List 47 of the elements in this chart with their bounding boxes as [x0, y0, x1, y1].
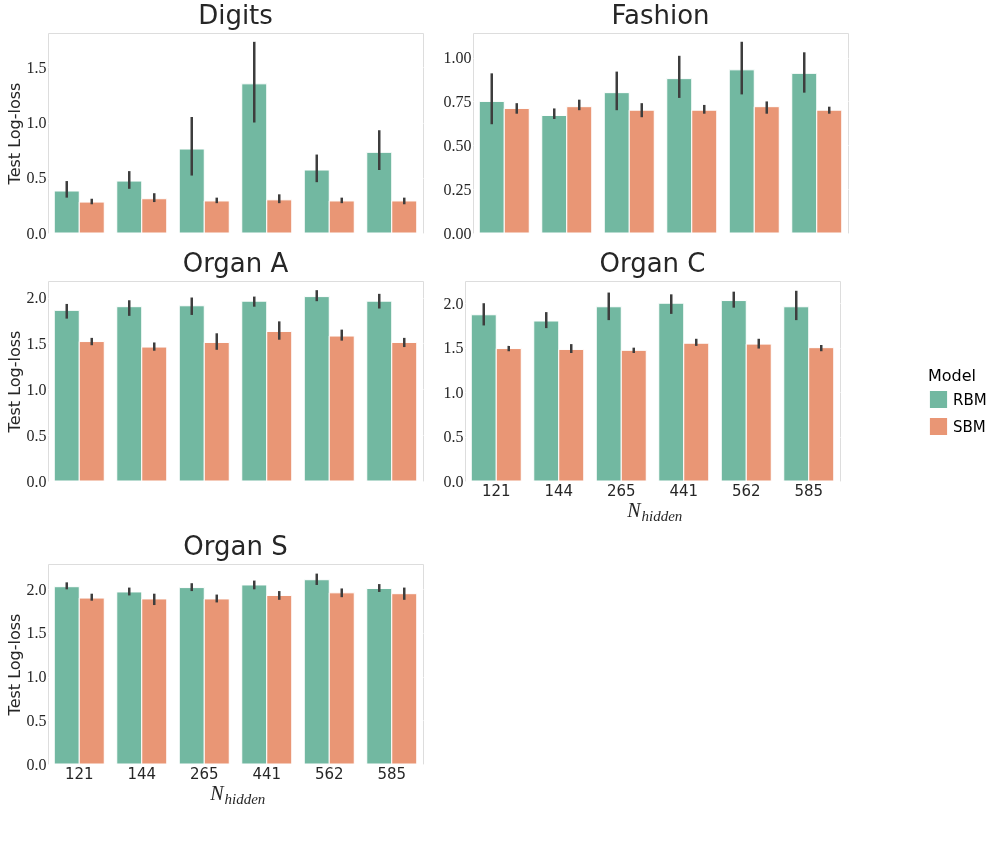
y-tick-label: 0.75 — [443, 92, 472, 110]
x-tick-label: 441 — [252, 764, 282, 783]
legend-label: RBM — [953, 390, 987, 409]
y-tick-label: 1.0 — [26, 114, 47, 131]
y-tick-label: 1.0 — [443, 383, 464, 401]
y-axis-title: Test Log-loss — [4, 82, 24, 186]
y-tick-label: 0.00 — [443, 224, 472, 242]
x-tick-label: 121 — [481, 481, 511, 500]
y-tick-label: 0.5 — [443, 428, 464, 446]
y-tick-label: 0.5 — [26, 711, 47, 729]
chart-title: Digits — [198, 0, 273, 30]
x-tick-label: 144 — [544, 481, 574, 500]
chart-title: Organ A — [182, 248, 289, 278]
chart-title: Organ S — [183, 531, 288, 561]
x-tick-label: 121 — [64, 764, 94, 783]
y-tick-label: 1.5 — [26, 334, 47, 352]
y-tick-label: 1.0 — [26, 380, 47, 398]
y-tick-label: 0.5 — [26, 169, 47, 187]
chart-title: Organ C — [599, 248, 706, 278]
y-tick-label: 0.25 — [443, 180, 472, 198]
legend-label: SBM — [953, 417, 986, 436]
x-tick-label: 265 — [189, 764, 219, 783]
x-tick-label: 562 — [731, 481, 761, 500]
y-tick-label: 0.0 — [26, 472, 47, 490]
y-tick-label: 0.5 — [26, 426, 47, 444]
y-axis-title: Test Log-loss — [4, 330, 24, 434]
y-tick-label: 1.5 — [26, 624, 47, 642]
y-tick-label: 1.0 — [26, 668, 47, 686]
x-tick-label: 585 — [377, 764, 407, 783]
y-tick-label: 1.5 — [26, 58, 47, 76]
x-tick-label: 265 — [606, 481, 636, 500]
y-tick-label: 1.5 — [443, 339, 464, 357]
y-tick-label: 1.00 — [443, 49, 472, 67]
y-tick-label: 0.50 — [443, 136, 472, 154]
y-tick-label: 2.0 — [443, 294, 464, 312]
chart-title: Fashion — [611, 0, 710, 30]
x-tick-label: 585 — [794, 481, 824, 500]
y-tick-label: 0.0 — [443, 472, 464, 490]
x-tick-label: 562 — [314, 764, 344, 783]
y-axis-title: Test Log-loss — [4, 613, 24, 717]
y-tick-label: 2.0 — [26, 580, 47, 598]
y-tick-label: 0.0 — [26, 755, 47, 773]
y-tick-label: 2.0 — [26, 289, 47, 307]
x-tick-label: 441 — [669, 481, 699, 500]
legend-title: Model — [928, 366, 977, 385]
y-tick-label: 0.0 — [26, 224, 47, 242]
x-tick-label: 144 — [127, 764, 157, 783]
